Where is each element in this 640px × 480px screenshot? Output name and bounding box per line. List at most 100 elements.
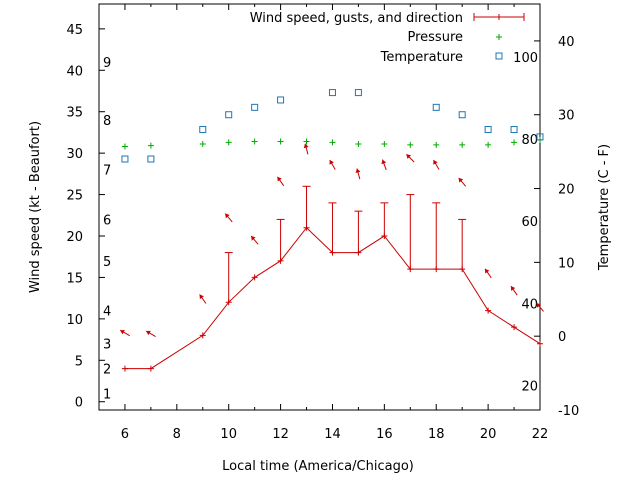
y2-tick-label: 30 (558, 109, 575, 124)
y-tick-label: 45 (66, 23, 83, 38)
legend-label-wind: Wind speed, gusts, and direction (250, 11, 463, 26)
x-tick-label: 18 (428, 427, 445, 442)
wind-speed-point (459, 266, 466, 273)
wind-speed-point (277, 257, 284, 264)
pressure-point (381, 141, 388, 148)
pressure-point (199, 141, 206, 148)
temperature-point (510, 125, 518, 133)
legend-sample-temperature (495, 52, 503, 60)
y2-tick-label: 40 (558, 35, 575, 50)
y-tick-label: 25 (66, 189, 83, 204)
pressure-point (329, 139, 336, 146)
wind-speed-point (537, 340, 543, 347)
x-tick-label: 8 (173, 427, 181, 442)
temperature-point (432, 103, 440, 111)
pressure-point (121, 143, 128, 150)
legend-label-pressure: Pressure (407, 30, 463, 45)
wind-direction-arrowhead (329, 159, 334, 165)
y2-tick-label: 0 (558, 330, 566, 345)
wind-direction-arrowhead (303, 143, 309, 149)
beaufort-label: 8 (103, 114, 111, 129)
wind-direction-arrowhead (406, 154, 412, 159)
wind-speed-point (251, 274, 258, 281)
x-tick-label: 12 (272, 427, 289, 442)
beaufort-label: 2 (103, 363, 111, 378)
wind-direction-arrowhead (381, 159, 387, 165)
y2-tick-label: 10 (558, 256, 575, 271)
pressure-point (511, 139, 518, 146)
y-tick-label: 0 (75, 396, 83, 411)
wind-speed-point (199, 332, 206, 339)
pressure-point (459, 141, 466, 148)
beaufort-label: 5 (103, 255, 111, 270)
wind-speed-point (381, 233, 388, 239)
beaufort-label: 7 (103, 164, 111, 179)
wind-direction-arrowhead (120, 330, 125, 335)
temperature-point (277, 96, 285, 104)
y-tick-label: 15 (66, 271, 83, 286)
y2-tick-label: 20 (558, 183, 575, 198)
wind-direction-arrowhead (251, 235, 256, 241)
temperature-point (225, 111, 233, 119)
wind-direction-arrowhead (433, 159, 438, 165)
legend-sample-wind-marker (496, 14, 502, 20)
temperature-point (121, 155, 129, 163)
wind-speed-point (407, 266, 414, 273)
pressure-point (251, 138, 258, 145)
x-tick-label: 10 (220, 427, 237, 442)
wind-speed-point (225, 299, 232, 306)
pressure-point (303, 138, 310, 145)
temperature-point (536, 133, 544, 141)
axes: 6 8 10 12 14 16 18 20 22051015202530354045-10010… (66, 4, 579, 442)
temperature-point (199, 125, 207, 133)
fahrenheit-label: 100 (513, 51, 538, 66)
pressure-point (433, 141, 440, 148)
plot-frame (98, 3, 541, 411)
x-tick-label: 16 (376, 427, 393, 442)
temperature-point (484, 125, 492, 133)
fahrenheit-label: 60 (521, 215, 538, 230)
x-tick-label: 20 (480, 427, 497, 442)
chart-marks (119, 89, 544, 372)
fahrenheit-label: 80 (521, 133, 538, 148)
pressure-point (225, 139, 232, 146)
wind-speed-point (303, 224, 310, 231)
y2-tick-label: -10 (558, 404, 579, 419)
beaufort-label: 6 (103, 213, 111, 228)
temperature-point (147, 155, 155, 163)
wind-speed-point (329, 249, 336, 256)
temperature-point (328, 89, 336, 97)
wind-speed-point (147, 365, 154, 372)
x-tick-label: 22 (532, 427, 549, 442)
wind-direction-arrowhead (225, 213, 230, 219)
wind-speed-point (433, 266, 440, 273)
legend-label-temperature: Temperature (380, 50, 463, 65)
y-tick-label: 5 (75, 354, 83, 369)
temperature-point (251, 103, 259, 111)
wind-direction-arrowhead (458, 177, 464, 183)
wind-direction-arrowhead (355, 168, 361, 174)
pressure-point (407, 141, 414, 148)
beaufort-label: 1 (103, 387, 111, 402)
wind-direction-arrowhead (536, 303, 541, 308)
y-tick-label: 30 (66, 147, 83, 162)
temperature-point (354, 89, 362, 97)
x-axis-label: Local time (America/Chicago) (222, 459, 414, 474)
wind-speed-line (124, 226, 541, 370)
wind-direction-arrowhead (510, 286, 516, 291)
pressure-point (485, 141, 492, 148)
y-tick-label: 20 (66, 230, 83, 245)
wind-direction-arrowhead (146, 330, 151, 336)
beaufort-label: 3 (103, 338, 111, 353)
pressure-point (355, 141, 362, 148)
y-axis-label: Wind speed (kt - Beaufort) (28, 121, 43, 293)
y2-axis-label: Temperature (C - F) (597, 144, 612, 271)
wind-speed-point (355, 249, 362, 256)
pressure-point (147, 142, 154, 149)
y-tick-label: 10 (66, 313, 83, 328)
fahrenheit-label: 40 (521, 298, 538, 313)
x-tick-label: 6 (121, 427, 129, 442)
temperature-point (458, 111, 466, 119)
wind-direction-arrowhead (277, 176, 282, 182)
wind-direction-arrowhead (199, 294, 204, 300)
